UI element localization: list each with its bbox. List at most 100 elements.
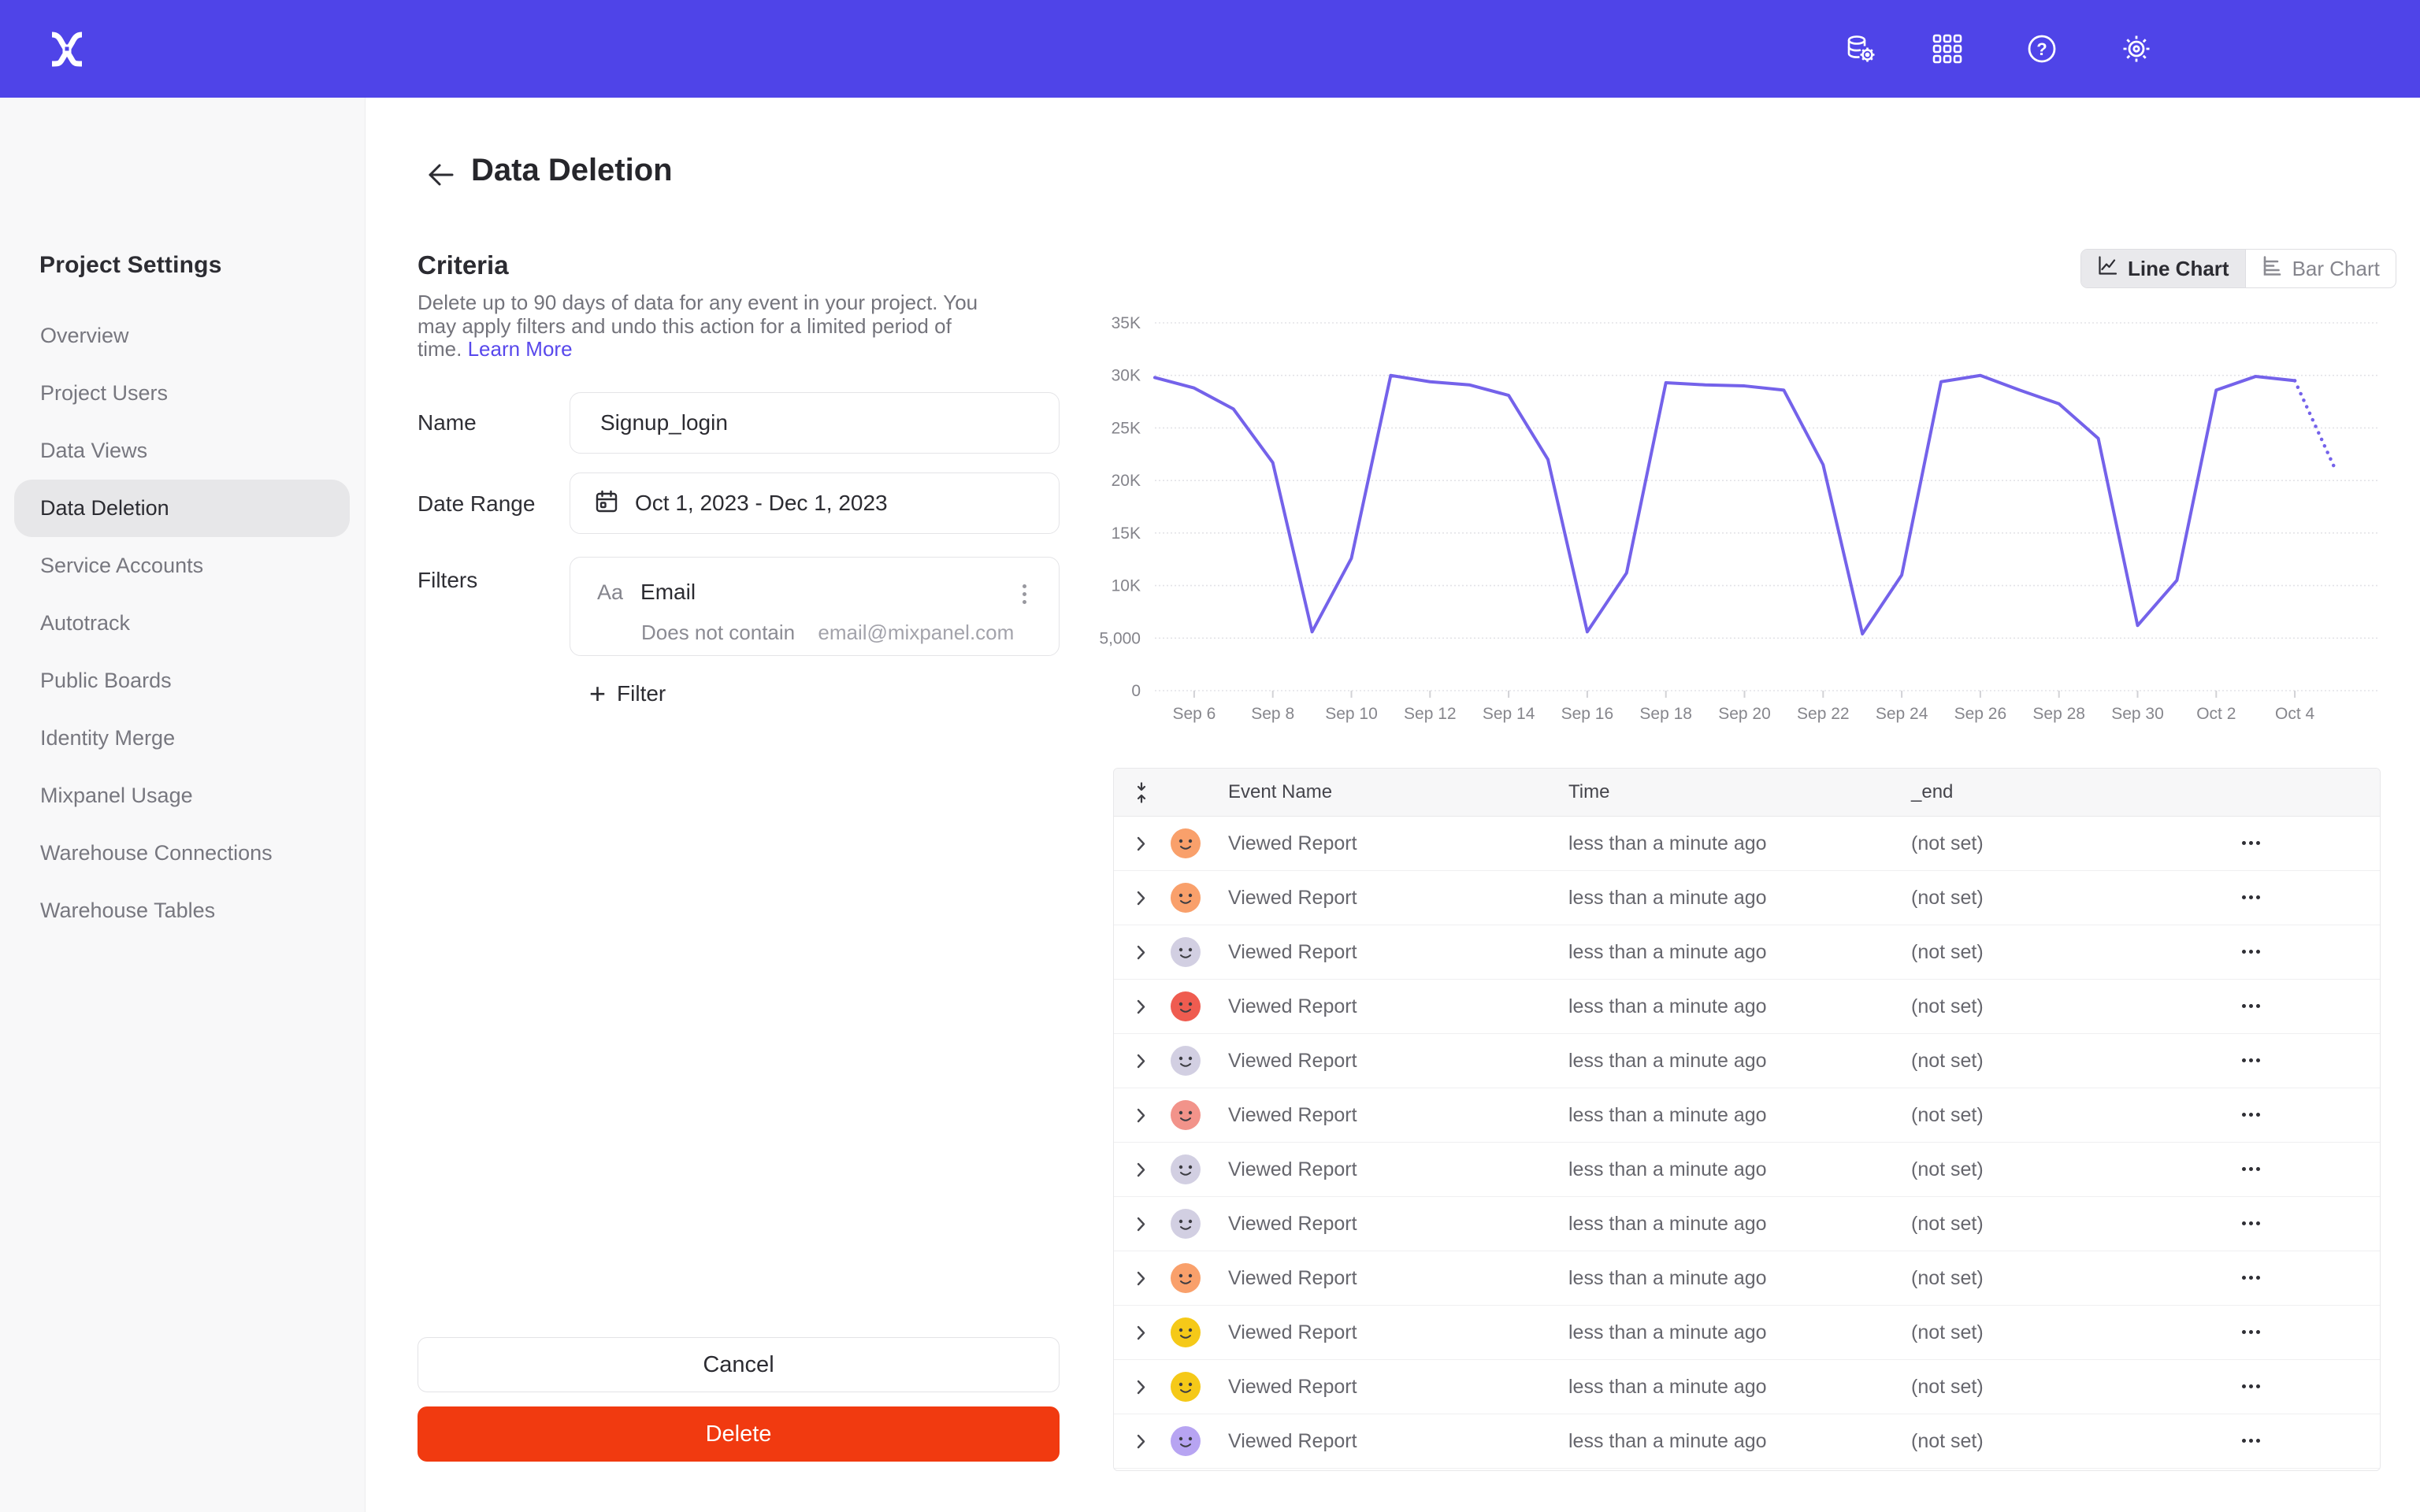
criteria-description: Delete up to 90 days of data for any eve… (418, 291, 1016, 361)
user-avatar (1171, 1046, 1201, 1076)
svg-text:Sep 8: Sep 8 (1251, 705, 1294, 723)
event-name-cell: Viewed Report (1228, 1050, 1357, 1072)
table-row[interactable]: Viewed Report less than a minute ago (not … (1114, 1469, 2380, 1470)
filter-card[interactable]: Aa Email Does not contain email@mixpanel… (570, 557, 1060, 656)
row-actions-ellipsis-icon[interactable] (2242, 1221, 2260, 1225)
bar-chart-toggle[interactable]: Bar Chart (2246, 250, 2396, 287)
criteria-line1: Delete up to 90 days of data for any eve… (418, 291, 978, 314)
table-row[interactable]: Viewed Report less than a minute ago (not … (1114, 817, 2380, 871)
event-name-cell: Viewed Report (1228, 1469, 1357, 1470)
table-row[interactable]: Viewed Report less than a minute ago (not … (1114, 1251, 2380, 1306)
expand-chevron-icon[interactable] (1136, 1434, 1146, 1453)
apps-grid-icon[interactable] (1930, 32, 1965, 66)
row-actions-ellipsis-icon[interactable] (2242, 895, 2260, 899)
delete-button[interactable]: Delete (418, 1406, 1060, 1462)
sidebar-item-data-deletion[interactable]: Data Deletion (14, 480, 350, 537)
sidebar-item-identity-merge[interactable]: Identity Merge (40, 726, 176, 750)
expand-chevron-icon[interactable] (1136, 1271, 1146, 1290)
end-cell: (not set) (1911, 941, 1984, 963)
sidebar-item-data-views[interactable]: Data Views (40, 439, 148, 462)
sidebar-item-warehouse-tables[interactable]: Warehouse Tables (40, 899, 216, 922)
sidebar-item-project-users[interactable]: Project Users (40, 381, 169, 405)
events-table: Event Name Time _end Viewed Report less t… (1113, 768, 2381, 1471)
row-actions-ellipsis-icon[interactable] (2242, 1167, 2260, 1171)
table-row[interactable]: Viewed Report less than a minute ago (not … (1114, 871, 2380, 925)
event-name-cell: Viewed Report (1228, 832, 1357, 854)
expand-chevron-icon[interactable] (1136, 1325, 1146, 1344)
line-chart: 0 5,000 10K 15K 20K 25K 30K 35K Sep 6 Sep 8 Sep 10… (1099, 314, 2379, 723)
table-row[interactable]: Viewed Report less than a minute ago (not … (1114, 1306, 2380, 1360)
end-cell: (not set) (1911, 1376, 1984, 1398)
user-avatar (1171, 1372, 1201, 1402)
date-range-input[interactable]: Oct 1, 2023 - Dec 1, 2023 (570, 472, 1060, 534)
name-label: Name (418, 410, 477, 435)
row-actions-ellipsis-icon[interactable] (2242, 1439, 2260, 1443)
plus-icon: + (589, 677, 607, 710)
table-row[interactable]: Viewed Report less than a minute ago (not … (1114, 1197, 2380, 1251)
line-chart-toggle[interactable]: Line Chart (2081, 250, 2246, 287)
expand-chevron-icon[interactable] (1136, 836, 1146, 855)
svg-text:5,000: 5,000 (1099, 629, 1141, 647)
back-button[interactable] (424, 158, 458, 192)
expand-chevron-icon[interactable] (1136, 945, 1146, 964)
sidebar-item-public-boards[interactable]: Public Boards (40, 669, 172, 692)
criteria-line3: time. (418, 337, 462, 361)
page-title: Data Deletion (471, 153, 673, 187)
expand-chevron-icon[interactable] (1136, 1217, 1146, 1236)
cancel-button[interactable]: Cancel (418, 1337, 1060, 1392)
user-avatar (1171, 1317, 1201, 1347)
expand-chevron-icon[interactable] (1136, 1054, 1146, 1073)
expand-chevron-icon[interactable] (1136, 1108, 1146, 1127)
table-row[interactable]: Viewed Report less than a minute ago (not … (1114, 1088, 2380, 1143)
help-icon[interactable]: ? (2025, 32, 2059, 66)
database-settings-icon[interactable] (1843, 32, 1878, 66)
expand-chevron-icon[interactable] (1136, 1162, 1146, 1181)
end-cell: (not set) (1911, 1104, 1984, 1126)
bar-chart-icon (2262, 255, 2283, 282)
table-row[interactable]: Viewed Report less than a minute ago (not … (1114, 980, 2380, 1034)
expand-chevron-icon[interactable] (1136, 999, 1146, 1018)
sidebar-item-autotrack[interactable]: Autotrack (40, 611, 131, 635)
name-input[interactable] (570, 392, 1060, 454)
col-header-time[interactable]: Time (1568, 781, 1610, 802)
expand-chevron-icon[interactable] (1136, 891, 1146, 910)
row-actions-ellipsis-icon[interactable] (2242, 1330, 2260, 1334)
svg-text:Sep 16: Sep 16 (1561, 705, 1614, 723)
table-row[interactable]: Viewed Report less than a minute ago (not … (1114, 1034, 2380, 1088)
user-avatar (1171, 883, 1201, 913)
row-actions-ellipsis-icon[interactable] (2242, 950, 2260, 954)
table-row[interactable]: Viewed Report less than a minute ago (not … (1114, 1143, 2380, 1197)
row-actions-ellipsis-icon[interactable] (2242, 841, 2260, 845)
filter-operator[interactable]: Does not contain (641, 621, 796, 644)
sidebar-item-service-accounts[interactable]: Service Accounts (40, 554, 204, 577)
col-header-event-name[interactable]: Event Name (1228, 781, 1333, 802)
expand-chevron-icon[interactable] (1136, 1380, 1146, 1399)
row-actions-ellipsis-icon[interactable] (2242, 1113, 2260, 1117)
mixpanel-logo[interactable] (49, 30, 85, 68)
row-actions-ellipsis-icon[interactable] (2242, 1276, 2260, 1280)
add-filter-button[interactable]: + Filter (589, 676, 666, 712)
filter-menu-kebab-icon[interactable] (1010, 576, 1038, 611)
collapse-rows-icon[interactable] (1134, 782, 1149, 807)
date-range-label: Date Range (418, 491, 536, 516)
time-cell: less than a minute ago (1568, 1213, 1767, 1235)
user-avatar (1171, 1263, 1201, 1293)
table-row[interactable]: Viewed Report less than a minute ago (not … (1114, 925, 2380, 980)
line-chart-toggle-label: Line Chart (2128, 256, 2229, 280)
col-header-end[interactable]: _end (1911, 781, 1954, 802)
table-row[interactable]: Viewed Report less than a minute ago (not … (1114, 1360, 2380, 1414)
learn-more-link[interactable]: Learn More (467, 337, 573, 361)
filter-value[interactable]: email@mixpanel.com (818, 621, 1015, 644)
row-actions-ellipsis-icon[interactable] (2242, 1384, 2260, 1388)
sidebar-item-mixpanel-usage[interactable]: Mixpanel Usage (40, 784, 193, 807)
sidebar-item-warehouse-connections[interactable]: Warehouse Connections (40, 841, 273, 865)
table-row[interactable]: Viewed Report less than a minute ago (not … (1114, 1414, 2380, 1469)
sidebar-item-overview[interactable]: Overview (40, 324, 129, 347)
settings-gear-icon[interactable] (2119, 32, 2154, 66)
event-name-cell: Viewed Report (1228, 941, 1357, 963)
row-actions-ellipsis-icon[interactable] (2242, 1058, 2260, 1062)
sidebar-nav: Overview Project Users Data Views Data Dele… (14, 307, 350, 939)
svg-text:Oct 4: Oct 4 (2275, 705, 2315, 723)
row-actions-ellipsis-icon[interactable] (2242, 1004, 2260, 1008)
event-name-cell: Viewed Report (1228, 1430, 1357, 1452)
